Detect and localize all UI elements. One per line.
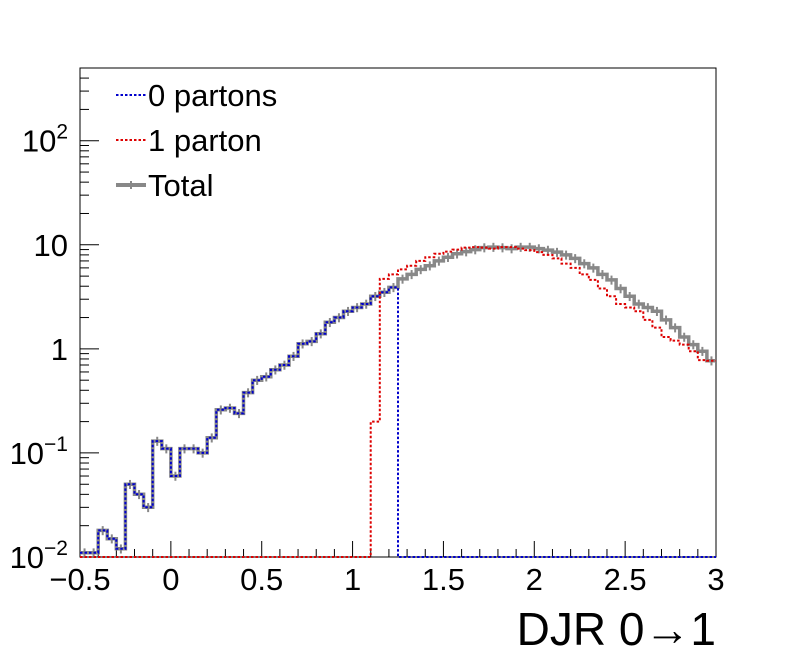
series-0-partons: [80, 286, 716, 558]
x-tick-label: 3: [707, 562, 724, 597]
y-tick-label: 102: [22, 121, 68, 159]
legend-label: Total: [148, 168, 213, 203]
x-axis-title: DJR 0→1: [517, 603, 716, 655]
x-tick-label: 2: [526, 562, 543, 597]
series-line: [80, 245, 716, 555]
x-tick-label: 1.5: [422, 562, 465, 597]
y-tick-label: 10: [34, 228, 68, 263]
x-tick-label: 0: [162, 562, 179, 597]
plot-frame: [79, 67, 717, 558]
x-tick-label: 1: [344, 562, 361, 597]
tick-labels: −0.5 0 0.5 1 1.5 2 2.5 3 10−2 10−1 1 10 102: [10, 121, 725, 597]
series-line: [80, 286, 716, 558]
series-line: [80, 246, 716, 558]
x-tick-label: −0.5: [49, 562, 110, 597]
legend: 0 partons 1 parton Total: [116, 78, 277, 203]
series-total: [80, 242, 716, 557]
legend-label: 1 parton: [148, 123, 262, 158]
y-tick-label: 10−2: [10, 537, 68, 575]
y-tick-label: 1: [51, 332, 68, 367]
legend-label: 0 partons: [148, 78, 277, 113]
x-tick-label: 0.5: [240, 562, 283, 597]
series-group: [80, 242, 716, 558]
x-tick-label: 2.5: [604, 562, 647, 597]
y-tick-label: 10−1: [10, 433, 68, 471]
series-1-parton: [80, 246, 716, 558]
